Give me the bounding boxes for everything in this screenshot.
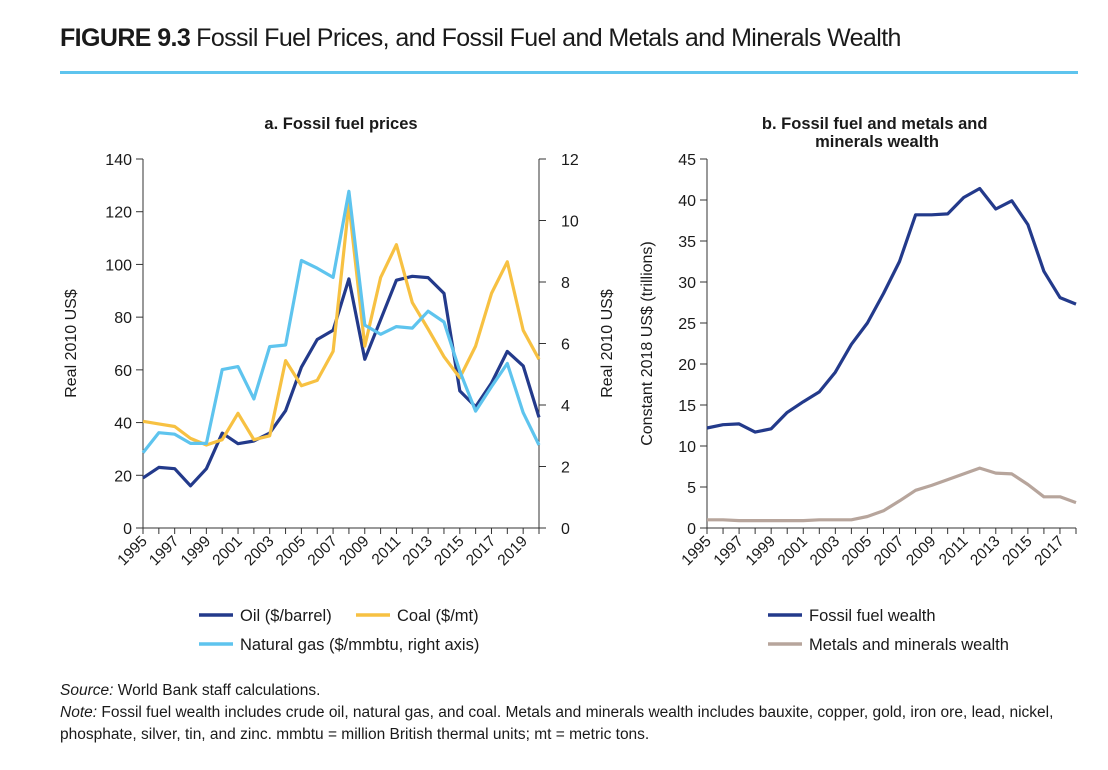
y-tick-label-right: 0 — [561, 521, 570, 538]
y-tick-label: 45 — [678, 152, 696, 169]
x-tick-label: 2005 — [273, 533, 309, 569]
footnotes: Source: World Bank staff calculations. N… — [60, 680, 1070, 746]
y-tick-label: 35 — [678, 234, 696, 251]
x-tick-label: 2015 — [431, 533, 467, 569]
y-tick-label: 60 — [114, 363, 132, 380]
y-axis-title-b: Constant 2018 US$ (trillions) — [639, 241, 656, 446]
panel-title-line: minerals wealth — [815, 133, 939, 151]
legend-label: Metals and minerals wealth — [809, 636, 1009, 654]
figure-title-text: Fossil Fuel Prices, and Fossil Fuel and … — [196, 24, 901, 52]
x-tick-label: 2007 — [871, 533, 907, 569]
series-line-metals-and-minerals-wealth — [707, 466, 1077, 523]
panel-title-b: b. Fossil fuel and metals and minerals w… — [762, 115, 992, 151]
y-tick-label: 0 — [123, 521, 132, 538]
x-tick-label: 2017 — [1031, 533, 1067, 569]
x-tick-label: 2015 — [999, 533, 1035, 569]
panel-title-line: a. Fossil fuel prices — [264, 115, 417, 133]
x-tick-label: 2009 — [336, 533, 372, 569]
panel-title-line: b. Fossil fuel and metals and — [762, 115, 992, 133]
y-tick-label-right: 6 — [561, 337, 570, 354]
panel-title-a: a. Fossil fuel prices — [264, 115, 417, 133]
charts-canvas: a. Fossil fuel prices0204060801001201400… — [63, 115, 1077, 654]
series-line-natural-gas-mmbtu-right-axis — [141, 189, 541, 454]
y-tick-label: 140 — [105, 152, 132, 169]
y-tick-label: 100 — [105, 257, 132, 274]
x-tick-label: 2019 — [495, 533, 531, 569]
y-tick-label-right: 2 — [561, 460, 570, 477]
source-line: Source: World Bank staff calculations. — [60, 680, 1070, 702]
y-axis-title-a: Real 2010 US$ — [63, 289, 80, 398]
y-tick-label: 15 — [678, 398, 696, 415]
x-tick-label: 2011 — [369, 533, 405, 569]
x-tick-label: 2009 — [903, 533, 939, 569]
y-tick-label: 30 — [678, 275, 696, 292]
note-text: Fossil fuel wealth includes crude oil, n… — [60, 704, 1054, 743]
x-tick-label: 2013 — [967, 533, 1003, 569]
y-tick-label: 20 — [114, 468, 132, 485]
figure-number: FIGURE 9.3 — [60, 24, 191, 52]
y-tick-label: 5 — [687, 480, 696, 497]
y-tick-label-right: 10 — [561, 214, 579, 231]
x-tick-label: 2003 — [807, 533, 843, 569]
figure-title: FIGURE 9.3 Fossil Fuel Prices, and Fossil… — [60, 24, 901, 53]
x-tick-label: 2001 — [775, 533, 811, 569]
x-tick-label: 2005 — [839, 533, 875, 569]
y-tick-label: 20 — [678, 357, 696, 374]
y-tick-label: 40 — [678, 193, 696, 210]
y-tick-label-right: 8 — [561, 275, 570, 292]
y-tick-label: 80 — [114, 310, 132, 327]
note-line: Note: Fossil fuel wealth includes crude … — [60, 702, 1070, 746]
title-rule — [60, 71, 1078, 74]
series-line-oil-barrel — [142, 274, 541, 488]
x-tick-label: 2013 — [400, 533, 436, 569]
series-line-fossil-fuel-wealth — [706, 186, 1077, 434]
y-axis-title-right-a: Real 2010 US$ — [599, 289, 616, 398]
panel-b: b. Fossil fuel and metals and minerals w… — [639, 115, 1077, 654]
series-line-coal-mt — [142, 202, 541, 447]
legend-label: Natural gas ($/mmbtu, right axis) — [240, 636, 479, 654]
x-tick-label: 1995 — [114, 533, 150, 569]
y-tick-label: 40 — [114, 416, 132, 433]
x-tick-label: 1995 — [678, 533, 714, 569]
y-tick-label-right: 12 — [561, 152, 579, 169]
y-tick-label: 0 — [687, 521, 696, 538]
panel-a: a. Fossil fuel prices 0 20 40 60 80 100 120 140 0… — [63, 115, 616, 654]
x-tick-label: 1999 — [178, 533, 214, 569]
source-text: World Bank staff calculations. — [113, 682, 321, 699]
y-tick-label: 25 — [678, 316, 696, 333]
source-lead: Source: — [60, 682, 114, 699]
note-lead: Note: — [60, 704, 98, 721]
legend-label: Fossil fuel wealth — [809, 607, 936, 625]
x-tick-label: 2007 — [305, 533, 341, 569]
y-tick-label-right: 4 — [561, 398, 570, 415]
x-tick-label: 2003 — [241, 533, 277, 569]
x-tick-label: 2017 — [463, 533, 499, 569]
legend-label: Oil ($/barrel) — [240, 607, 332, 625]
x-tick-label: 1999 — [743, 533, 779, 569]
x-tick-label: 2011 — [936, 533, 972, 569]
x-tick-label: 2001 — [209, 533, 245, 569]
x-tick-label: 1997 — [146, 533, 182, 569]
y-tick-label: 10 — [678, 439, 696, 456]
legend-label: Coal ($/mt) — [397, 607, 479, 625]
x-tick-label: 1997 — [711, 533, 747, 569]
y-tick-label: 120 — [105, 205, 132, 222]
